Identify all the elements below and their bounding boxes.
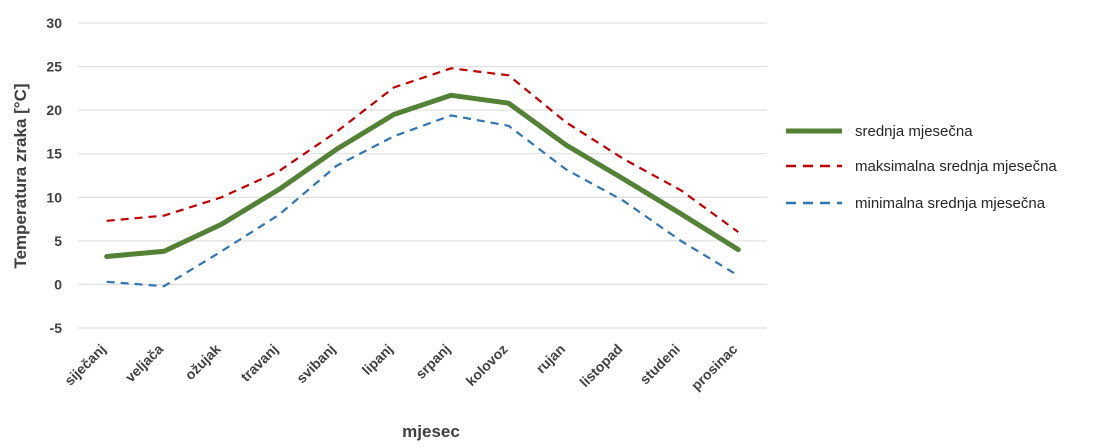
x-tick-label: veljača xyxy=(122,341,166,385)
x-tick-label: travanj xyxy=(237,341,281,385)
gridlines xyxy=(78,22,767,329)
x-tick-label: kolovoz xyxy=(463,341,511,389)
y-tick-label: 20 xyxy=(46,102,62,118)
legend-label-2: maksimalna srednja mjesečna xyxy=(855,158,1057,175)
legend: srednja mjesečna maksimalna srednja mjese… xyxy=(786,123,1057,212)
x-tick-label: lipanj xyxy=(359,341,396,378)
series-lines xyxy=(104,67,741,288)
series-line-2 xyxy=(106,67,739,233)
legend-label-1: srednja mjesečna xyxy=(855,123,973,140)
y-tick-label: 25 xyxy=(46,59,62,75)
y-axis-ticks: -5 0 5 10 15 20 25 30 xyxy=(46,15,62,336)
x-tick-label: rujan xyxy=(533,341,569,377)
y-tick-label: 0 xyxy=(54,276,62,292)
x-tick-label: listopad xyxy=(576,341,625,390)
series-line-3 xyxy=(106,114,739,288)
y-axis-title: Temperatura zraka [°C] xyxy=(11,83,30,268)
y-tick-label: -5 xyxy=(50,320,63,336)
y-tick-label: 15 xyxy=(46,146,62,162)
x-tick-label: ožujak xyxy=(182,341,224,383)
y-tick-label: 10 xyxy=(46,189,62,205)
x-axis-ticks: siječanj veljača ožujak travanj svibanj lipan… xyxy=(61,341,740,394)
y-tick-label: 30 xyxy=(46,15,62,31)
x-tick-label: srpanj xyxy=(412,341,453,382)
x-tick-label: svibanj xyxy=(293,341,338,386)
y-tick-label: 5 xyxy=(54,233,62,249)
x-axis-title: mjesec xyxy=(402,422,460,441)
x-tick-label: siječanj xyxy=(61,341,109,389)
x-tick-label: studeni xyxy=(636,341,683,388)
x-tick-label: prosinac xyxy=(688,341,741,394)
legend-label-3: minimalna srednja mjesečna xyxy=(855,195,1046,212)
series-line-1 xyxy=(104,92,741,259)
